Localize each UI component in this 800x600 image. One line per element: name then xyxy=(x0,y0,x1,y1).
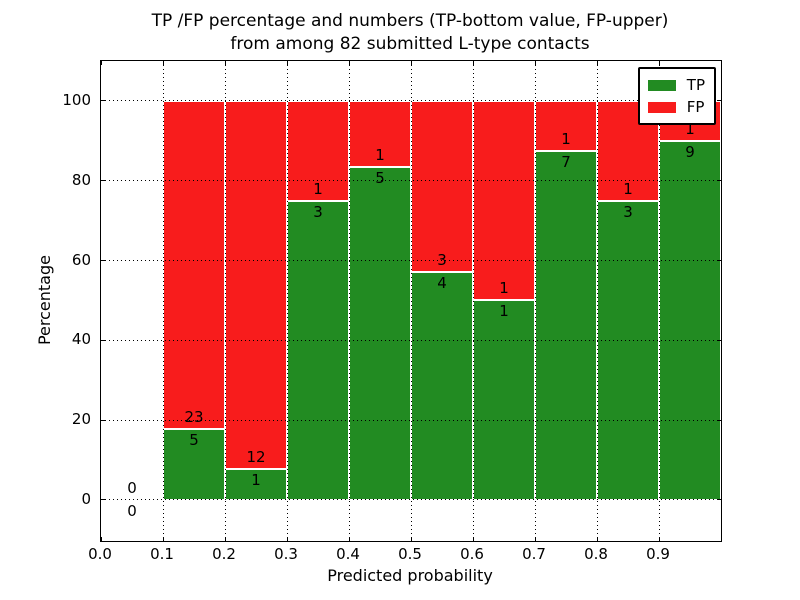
bar-tp-segment xyxy=(163,428,225,500)
bar-tp-segment xyxy=(659,140,721,500)
y-tick-label: 0 xyxy=(81,489,91,508)
tp-count-label: 0 xyxy=(127,501,137,520)
x-axis-label: Predicted probability xyxy=(327,566,493,585)
fp-count-label: 1 xyxy=(685,119,695,138)
x-tick-label: 0.2 xyxy=(212,545,236,563)
x-tick-label: 0.8 xyxy=(584,545,608,563)
fp-count-label: 0 xyxy=(127,478,137,497)
tp-count-label: 5 xyxy=(189,430,199,449)
legend: TP FP xyxy=(637,67,716,125)
bar-tp-segment xyxy=(287,200,349,500)
bar-fp-segment xyxy=(163,100,225,429)
x-tick-label: 0.7 xyxy=(522,545,546,563)
plot-area: 0 0 23 5 12 1 1 3 1 5 3 4 1 1 1 7 1 3 1 9 TP FP xyxy=(100,60,722,542)
legend-label-tp: TP xyxy=(686,76,705,94)
x-tick-label: 0.9 xyxy=(646,545,670,563)
fp-count-label: 1 xyxy=(499,279,509,298)
y-tick-label: 60 xyxy=(71,250,91,269)
legend-item-tp: TP xyxy=(647,74,705,96)
fp-count-label: 1 xyxy=(313,179,323,198)
x-tick-label: 0.6 xyxy=(460,545,484,563)
bar-fp-segment xyxy=(411,100,473,272)
bar-tp-segment xyxy=(411,271,473,500)
fp-count-label: 23 xyxy=(184,407,204,426)
x-tick-label: 0.1 xyxy=(150,545,174,563)
fp-count-label: 3 xyxy=(437,250,447,269)
legend-item-fp: FP xyxy=(647,96,705,118)
fp-count-label: 12 xyxy=(246,448,266,467)
chart-title-line2: from among 82 submitted L-type contacts xyxy=(230,34,590,54)
bars-layer xyxy=(101,61,721,541)
bar-fp-segment xyxy=(473,100,535,301)
bar-fp-segment xyxy=(535,100,597,151)
legend-label-fp: FP xyxy=(686,98,705,116)
tp-count-label: 4 xyxy=(437,273,447,292)
tp-count-label: 7 xyxy=(561,152,571,171)
bar-tp-segment xyxy=(349,167,411,500)
legend-swatch-fp-icon xyxy=(647,101,676,113)
tp-count-label: 3 xyxy=(623,202,633,221)
x-tick-label: 0.0 xyxy=(88,545,112,563)
fp-count-label: 1 xyxy=(375,146,385,165)
chart-title-line1: TP /FP percentage and numbers (TP-bottom… xyxy=(151,11,669,31)
y-tick-label: 20 xyxy=(71,410,91,429)
bar-tp-segment xyxy=(535,150,597,500)
tp-count-label: 3 xyxy=(313,202,323,221)
chart-title: TP /FP percentage and numbers (TP-bottom… xyxy=(100,10,720,56)
y-tick-label: 80 xyxy=(71,170,91,189)
y-tick-label: 100 xyxy=(62,90,91,109)
tp-count-label: 1 xyxy=(251,471,261,490)
tp-count-label: 1 xyxy=(499,302,509,321)
tp-count-label: 5 xyxy=(375,169,385,188)
annotations-layer: 0 0 23 5 12 1 1 3 1 5 3 4 1 1 1 7 1 3 1 9 xyxy=(101,61,721,541)
x-tick-label: 0.4 xyxy=(336,545,360,563)
x-tick-mark xyxy=(100,61,102,65)
fp-count-label: 1 xyxy=(561,129,571,148)
x-tick-mark xyxy=(100,537,102,541)
fp-count-label: 1 xyxy=(623,179,633,198)
x-tick-label: 0.5 xyxy=(398,545,422,563)
legend-swatch-tp-icon xyxy=(647,79,676,91)
tp-count-label: 9 xyxy=(685,142,695,161)
y-tick-label: 40 xyxy=(71,330,91,349)
x-tick-label: 0.3 xyxy=(274,545,298,563)
